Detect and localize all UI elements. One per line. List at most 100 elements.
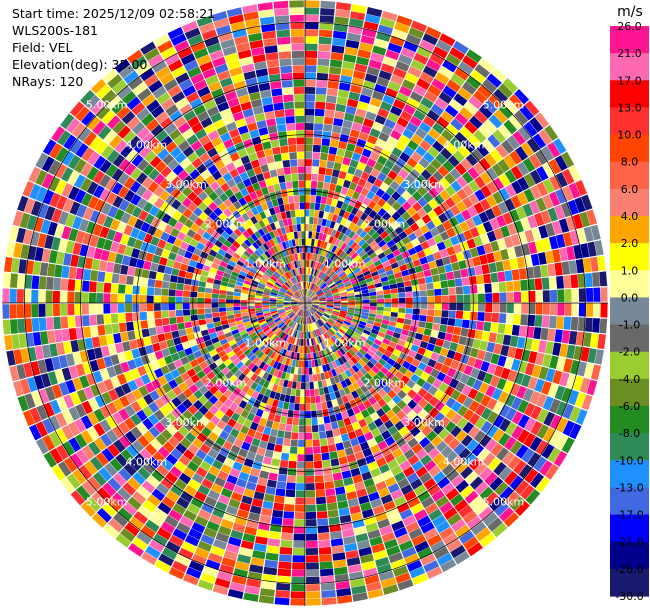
gate-cell [294,337,298,345]
gate-cell [287,310,294,316]
gate-cell [371,90,385,101]
gate-cell [215,24,232,36]
gate-cell [305,238,309,246]
gate-cell [332,30,347,40]
gate-cell [346,32,361,42]
gate-cell [116,221,127,234]
gate-cell [310,260,314,268]
gate-cell [218,525,232,536]
gate-cell [311,238,315,246]
gate-cell [84,460,98,476]
gate-cell [194,515,209,527]
gate-cell [344,236,352,245]
gate-cell [328,362,335,370]
gate-cell [482,79,497,94]
gate-cell [236,277,245,283]
gate-cell [228,383,237,393]
gate-cell [155,326,164,335]
gate-cell [417,185,428,197]
gate-cell [389,180,400,191]
gate-cell [63,134,77,150]
gate-cell [269,299,277,302]
gate-cell [273,414,281,423]
gate-cell [145,118,159,132]
gate-cell [170,245,180,254]
gate-cell [333,247,340,255]
gate-cell [2,288,10,303]
gate-cell [246,273,254,280]
gate-cell [244,239,252,247]
gate-cell [305,303,312,306]
gate-cell [331,288,339,293]
gate-cell [241,464,252,475]
gate-cell [468,413,481,426]
gate-cell [284,342,290,350]
gate-cell [130,193,142,206]
gate-cell [121,90,137,105]
gate-cell [417,207,427,218]
gate-cell [359,393,368,403]
gate-cell [403,432,414,443]
gate-cell [347,213,355,222]
gate-cell [419,256,428,265]
gate-cell [327,329,334,337]
gate-cell [400,47,416,59]
gate-cell [70,254,79,267]
gate-cell [91,336,101,348]
gate-cell [355,257,363,265]
gate-cell [291,305,299,308]
gate-cell [521,303,529,314]
gate-cell [425,322,433,330]
gate-cell [437,458,450,471]
gate-cell [480,420,493,434]
gate-cell [374,235,383,244]
gate-cell [282,315,289,321]
gate-cell [340,463,350,472]
gate-cell [492,191,504,204]
gate-cell [276,124,287,132]
gate-cell [320,568,334,577]
gate-cell [184,278,192,285]
gate-cell [220,319,229,326]
gate-cell [305,490,316,498]
gate-cell [326,400,333,409]
gate-cell [332,335,339,342]
gate-cell [327,153,336,162]
gate-cell [147,494,161,507]
gate-cell [251,136,262,146]
gate-cell [232,240,241,249]
gate-cell [290,286,296,293]
gate-cell [517,399,529,414]
gate-cell [240,296,248,300]
gate-cell [427,358,437,368]
gate-cell [291,297,299,301]
gate-cell [291,298,299,301]
gate-cell [269,239,276,247]
gate-cell [308,290,313,297]
gate-cell [33,375,45,390]
gate-cell [54,163,67,179]
gate-cell [146,287,155,296]
gate-cell [368,369,377,378]
gate-cell [416,271,425,279]
gate-cell [319,303,327,306]
gate-cell [398,303,406,308]
gate-cell [276,362,282,370]
gate-cell [342,157,352,166]
gate-cell [189,238,199,248]
gate-cell [171,330,180,339]
gate-cell [130,413,142,426]
gate-cell [509,383,521,396]
gate-cell [316,373,322,381]
gate-cell [291,298,299,302]
gate-cell [302,296,305,303]
gate-cell [326,304,334,306]
gate-cell [148,168,160,181]
gate-cell [310,323,314,331]
gate-cell [227,282,236,288]
gate-cell [250,265,259,272]
gate-cell [46,276,54,290]
gate-cell [474,404,486,417]
gate-cell [337,595,353,604]
gate-cell [422,65,438,78]
